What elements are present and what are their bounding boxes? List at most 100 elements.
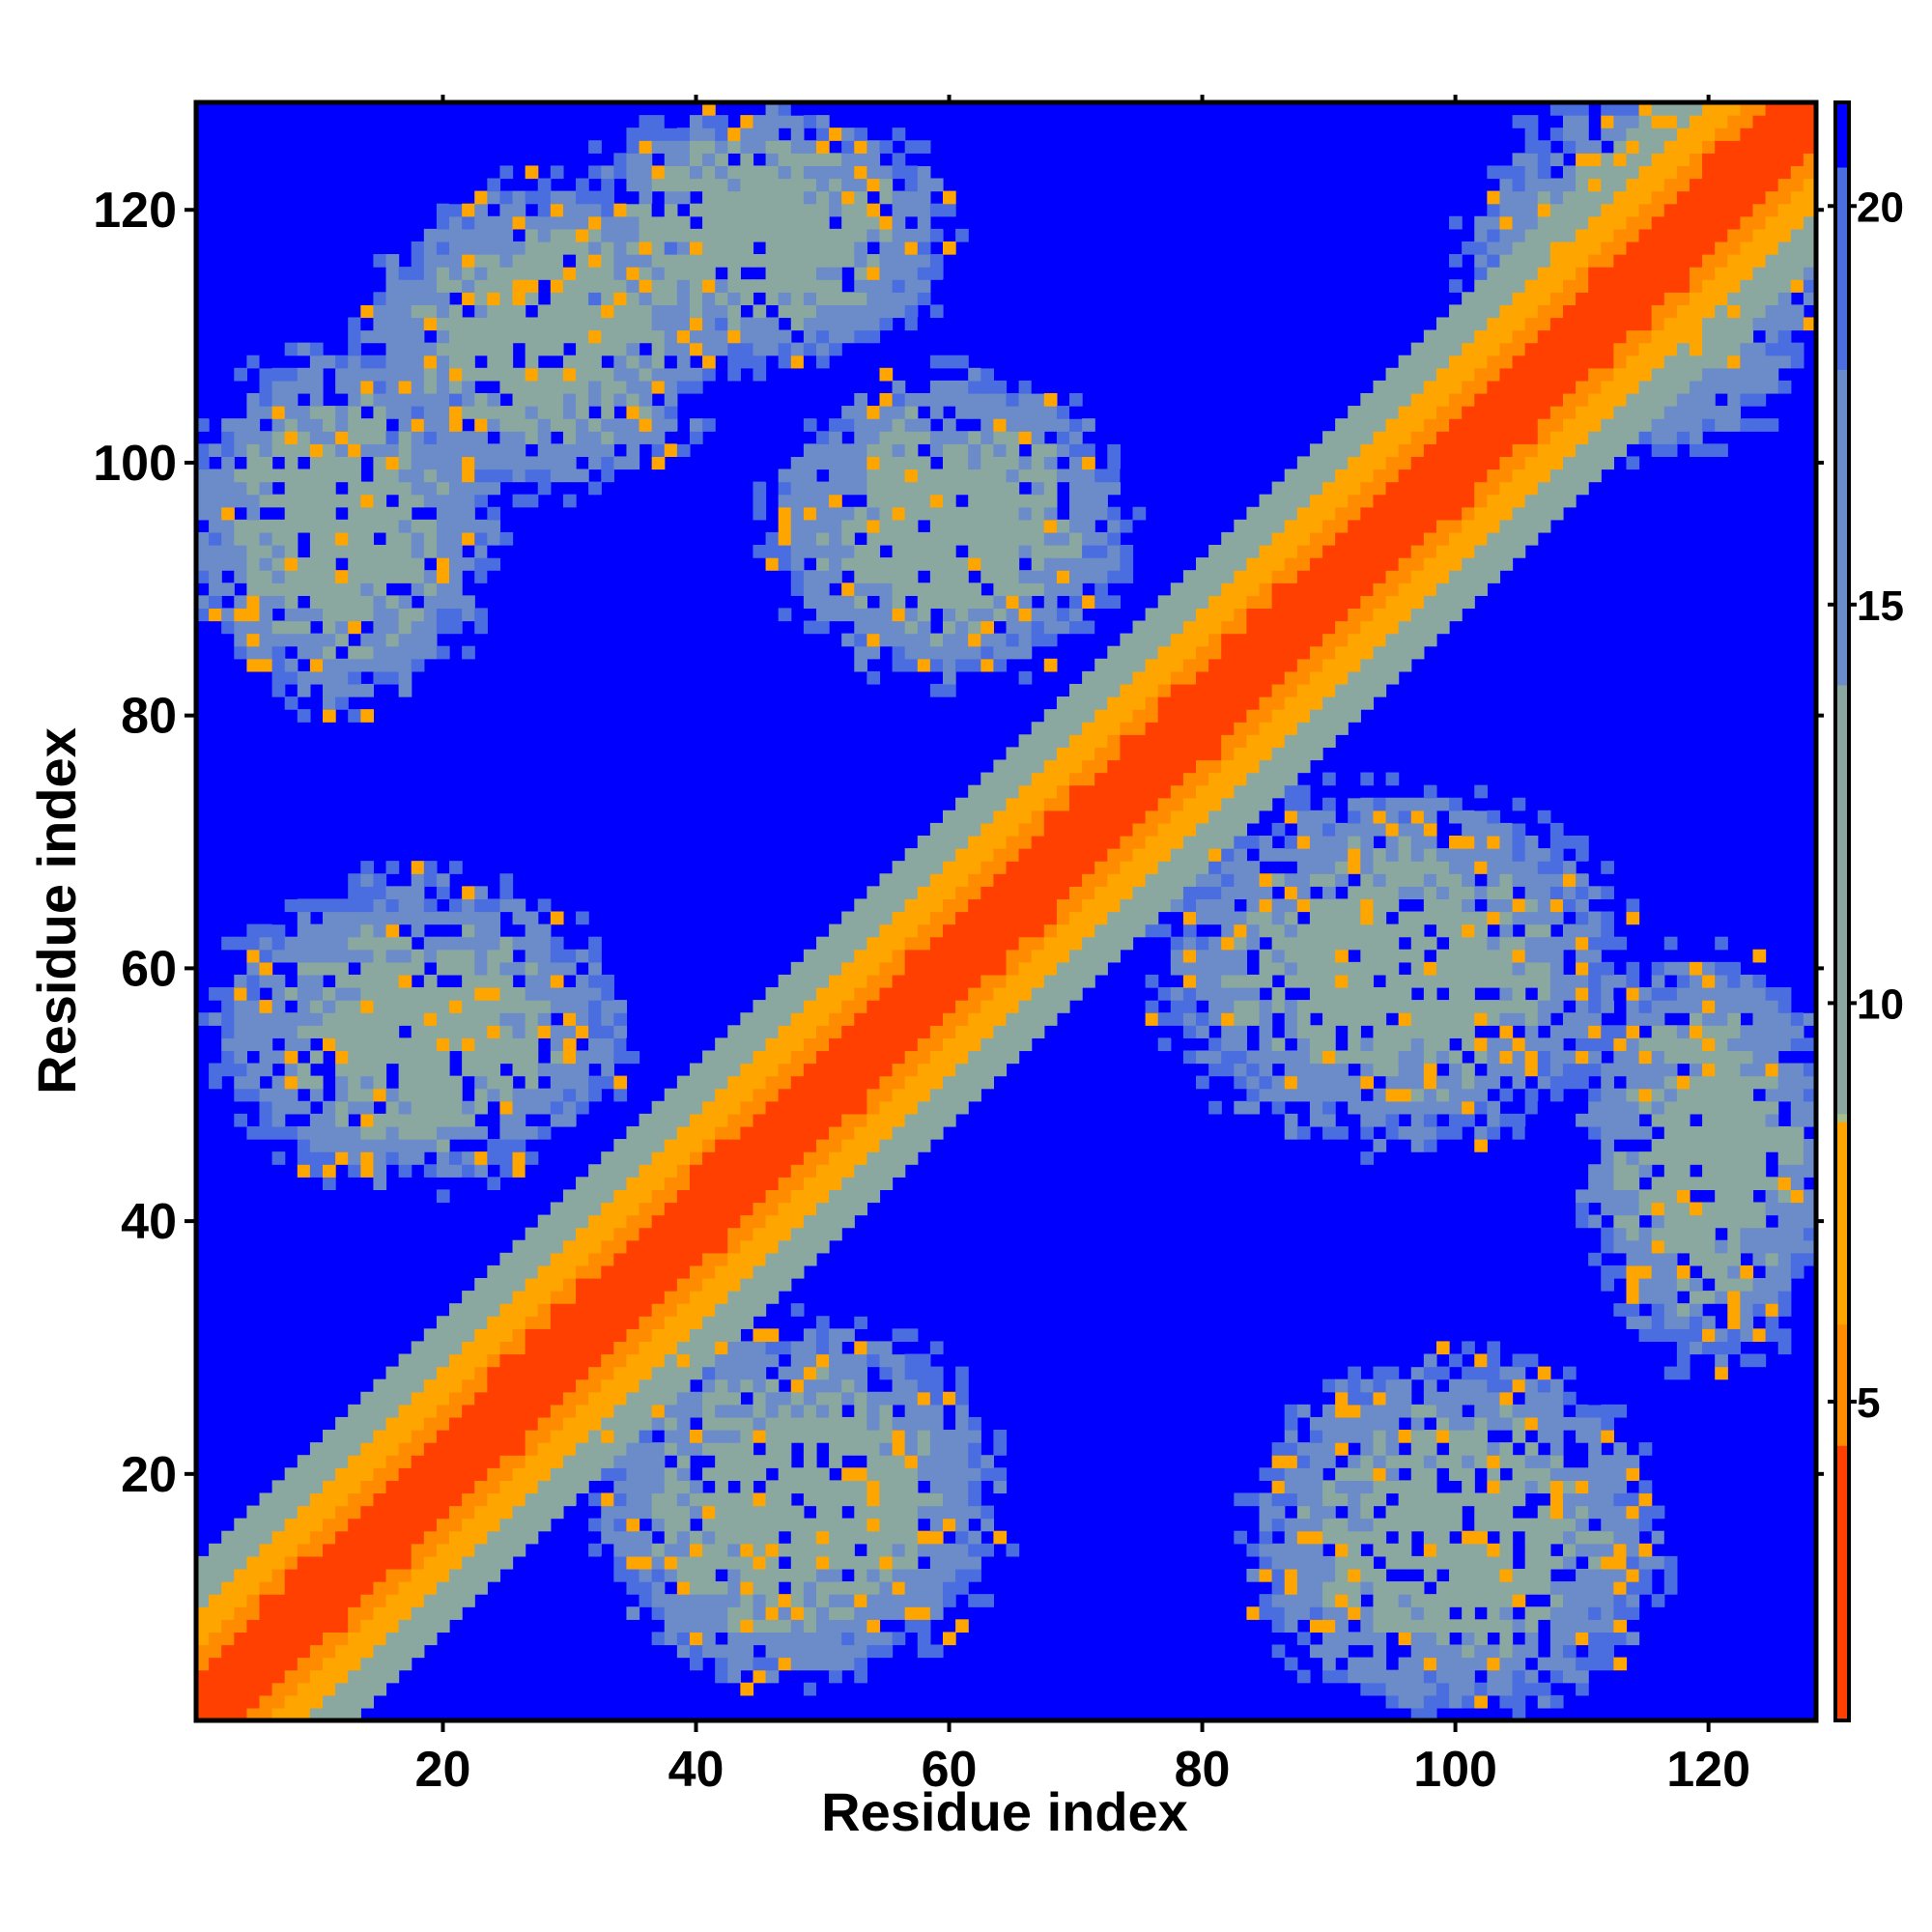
- heatmap-cell: [676, 254, 691, 268]
- heatmap-cell: [1120, 645, 1134, 660]
- heatmap-cell: [1031, 545, 1045, 558]
- heatmap-cell: [209, 1555, 222, 1570]
- heatmap-cell: [373, 1391, 387, 1406]
- heatmap-cell: [1018, 608, 1033, 622]
- heatmap-cell: [436, 443, 450, 458]
- heatmap-cell: [284, 367, 298, 382]
- heatmap-cell: [323, 898, 336, 913]
- heatmap-cell: [968, 1037, 981, 1052]
- heatmap-cell: [499, 469, 514, 483]
- heatmap-cell: [702, 1619, 716, 1633]
- heatmap-cell: [297, 380, 311, 394]
- heatmap-cell: [398, 292, 412, 305]
- heatmap-cell: [676, 1555, 691, 1570]
- heatmap-cell: [803, 1619, 817, 1633]
- heatmap-cell: [917, 1113, 931, 1127]
- heatmap-cell: [462, 406, 475, 419]
- heatmap-cell: [1107, 861, 1122, 874]
- heatmap-cell: [904, 406, 919, 419]
- heatmap-cell: [221, 1619, 235, 1633]
- heatmap-cell: [904, 431, 919, 444]
- heatmap-cell: [562, 443, 577, 458]
- heatmap-cell: [576, 292, 589, 305]
- heatmap-cell: [348, 1594, 361, 1607]
- heatmap-cell: [765, 1644, 780, 1659]
- heatmap-cell: [1082, 861, 1095, 874]
- heatmap-cell: [411, 608, 425, 622]
- heatmap-cell: [1069, 861, 1083, 874]
- heatmap-cell: [867, 1455, 881, 1468]
- heatmap-cell: [740, 1214, 754, 1229]
- heatmap-cell: [1094, 747, 1108, 761]
- heatmap-cell: [867, 329, 881, 344]
- heatmap-cell: [803, 506, 817, 521]
- heatmap-cell: [892, 1378, 906, 1393]
- heatmap-cell: [373, 1177, 387, 1190]
- heatmap-cell: [436, 1455, 450, 1468]
- heatmap-cell: [576, 1177, 589, 1190]
- heatmap-cell: [474, 456, 488, 470]
- heatmap-cell: [790, 582, 805, 596]
- heatmap-cell: [398, 1632, 412, 1646]
- heatmap-cell: [246, 1063, 261, 1077]
- heatmap-cell: [854, 254, 867, 268]
- heatmap-cell: [550, 1353, 564, 1368]
- heatmap-cell: [790, 1657, 805, 1671]
- heatmap-cell: [525, 1063, 539, 1077]
- heatmap-cell: [284, 987, 298, 1001]
- heatmap-cell: [221, 1037, 235, 1052]
- heatmap-cell: [778, 1594, 792, 1607]
- heatmap-cell: [1196, 949, 1209, 963]
- heatmap-cell: [740, 1088, 754, 1102]
- heatmap-cell: [993, 418, 1008, 432]
- heatmap-cell: [955, 911, 969, 925]
- heatmap-cells: [196, 102, 1817, 1721]
- heatmap-cell: [1120, 886, 1134, 900]
- heatmap-cell: [1182, 633, 1197, 647]
- heatmap-cell: [398, 1075, 412, 1090]
- heatmap-cell: [676, 1404, 691, 1418]
- heatmap-cell: [765, 254, 780, 268]
- heatmap-cell: [601, 1012, 614, 1026]
- heatmap-cell: [867, 317, 881, 331]
- heatmap-cell: [1031, 759, 1045, 774]
- heatmap-cell: [980, 481, 994, 496]
- heatmap-cell: [727, 1467, 741, 1481]
- heatmap-cell: [385, 469, 400, 483]
- heatmap-cell: [246, 961, 261, 976]
- heatmap-cell: [499, 215, 514, 230]
- heatmap-cell: [1082, 531, 1095, 546]
- heatmap-cell: [702, 1164, 716, 1178]
- heatmap-cell: [942, 987, 956, 1001]
- heatmap-cell: [753, 1177, 767, 1190]
- heatmap-cell: [297, 949, 311, 963]
- heatmap-cell: [525, 1430, 539, 1443]
- heatmap-cell: [815, 1012, 830, 1026]
- heatmap-cell: [562, 469, 577, 483]
- heatmap-cell: [297, 1151, 311, 1165]
- heatmap-cell: [512, 1088, 526, 1102]
- heatmap-cell: [462, 1177, 475, 1190]
- heatmap-cell: [1107, 670, 1122, 685]
- heatmap-cell: [562, 1480, 577, 1494]
- heatmap-cell: [449, 1125, 463, 1140]
- heatmap-cell: [537, 1025, 552, 1038]
- heatmap-cell: [246, 608, 261, 622]
- heatmap-cell: [487, 267, 501, 280]
- heatmap-cell: [778, 1164, 792, 1178]
- heatmap-cell: [727, 1455, 741, 1468]
- heatmap-cell: [815, 215, 830, 230]
- heatmap-cell: [854, 406, 867, 419]
- heatmap-cell: [360, 898, 375, 913]
- heatmap-cell: [715, 1139, 728, 1152]
- heatmap-cell: [980, 456, 994, 470]
- heatmap-cell: [904, 1125, 919, 1140]
- heatmap-cell: [892, 380, 906, 394]
- heatmap-cell: [917, 658, 931, 672]
- heatmap-cell: [576, 974, 589, 988]
- heatmap-cell: [234, 1025, 247, 1038]
- heatmap-cell: [651, 1416, 666, 1431]
- heatmap-cell: [309, 506, 324, 521]
- heatmap-cell: [968, 1543, 981, 1557]
- heatmap-cell: [1120, 734, 1134, 748]
